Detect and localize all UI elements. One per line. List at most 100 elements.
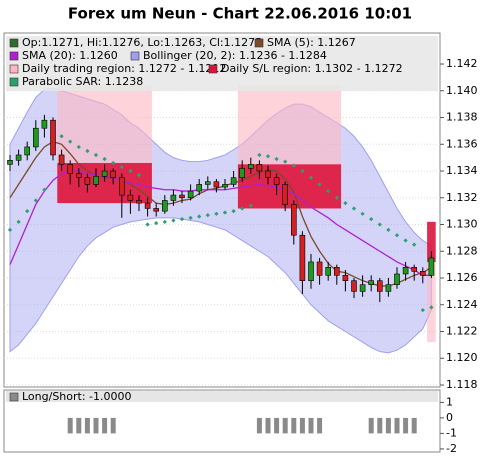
bar (403, 417, 409, 434)
candle-body (342, 275, 349, 281)
candle-body (15, 154, 22, 161)
candle-body (50, 119, 56, 156)
candle-body (273, 177, 280, 185)
candle-body (119, 177, 125, 196)
bar (256, 417, 262, 434)
bar (385, 417, 391, 434)
sar-dot (274, 156, 279, 162)
candle-body (58, 154, 65, 165)
sar-dot (257, 152, 262, 158)
sar-dot (102, 156, 107, 162)
sar-dot (85, 148, 90, 154)
candle-body (316, 261, 323, 276)
candle-body (325, 267, 332, 276)
chart-title: Forex um Neun - Chart 22.06.2016 10:01 (68, 5, 412, 23)
legend-swatch (9, 51, 19, 61)
candle-body (265, 170, 271, 179)
y-tick-label: 1.142 (446, 57, 478, 70)
sar-dot (179, 217, 185, 222)
sar-dot (145, 222, 150, 227)
sar-dot (248, 203, 253, 208)
y-tick-label: -1 (446, 426, 457, 439)
sar-dot (429, 305, 434, 310)
sar-dot (197, 214, 202, 219)
sar-dot (308, 175, 314, 180)
sar-dot (283, 159, 288, 164)
bar (93, 417, 99, 434)
candle-body (351, 280, 357, 292)
candle-body (402, 267, 409, 275)
y-tick-label: -2 (446, 442, 457, 455)
sar-dot (171, 218, 176, 223)
candle-body (170, 194, 177, 201)
sar-dot (16, 219, 21, 224)
candle-body (256, 164, 263, 172)
candle-body (376, 280, 383, 292)
sar-dot (412, 242, 417, 247)
bar (317, 417, 323, 434)
bar (282, 417, 288, 434)
legend-label: Parabolic SAR: 1.1238 (22, 75, 143, 88)
sar-dot (93, 152, 99, 158)
candle-body (359, 284, 366, 292)
sar-dot (394, 233, 400, 238)
candle-body (385, 284, 392, 292)
bar (394, 417, 400, 434)
sar-dot (128, 168, 133, 174)
candle-body (179, 194, 185, 199)
y-tick-label: 1.128 (446, 244, 478, 257)
sar-dot (162, 219, 167, 224)
sar-dot (240, 206, 245, 211)
sar-dot (7, 227, 13, 232)
bar (299, 417, 305, 434)
bar (265, 417, 271, 434)
sar-dot (334, 195, 339, 200)
sar-dot (403, 238, 408, 243)
candle-body (76, 173, 82, 179)
bar (110, 417, 116, 434)
sar-dot (222, 210, 228, 215)
legend-label: Daily S/L region: 1.1302 - 1.1272 (221, 62, 403, 75)
sar-dot (300, 168, 305, 174)
candle-body (333, 267, 340, 276)
legend-swatch (9, 64, 19, 74)
region (427, 221, 436, 262)
sar-dot (33, 198, 38, 203)
sar-dot (386, 227, 391, 232)
candle-body (428, 257, 435, 276)
legend-label: Op:1.1271, Hi:1.1276, Lo:1.1263, Cl:1.12… (22, 36, 262, 49)
bar (274, 417, 280, 434)
sar-dot (188, 215, 193, 220)
candle-body (282, 184, 289, 205)
sar-dot (343, 200, 348, 206)
candle-body (411, 267, 418, 272)
candle-body (127, 194, 134, 201)
candle-body (32, 127, 39, 148)
candle-body (299, 234, 306, 281)
candle-body (162, 200, 168, 212)
y-tick-label: 1.122 (446, 324, 478, 337)
sar-dot (136, 172, 142, 178)
sar-dot (351, 206, 357, 211)
y-tick-label: 1.136 (446, 137, 478, 150)
y-tick-label: 1.120 (446, 351, 478, 364)
bar (84, 417, 90, 434)
legend-label: Bollinger (20, 2): 1.1236 - 1.1284 (143, 49, 327, 62)
sar-dot (154, 221, 159, 226)
legend-box (6, 36, 438, 91)
y-tick-label: 1.138 (446, 111, 478, 124)
candle-body (230, 177, 237, 185)
candle-body (41, 119, 48, 129)
sar-dot (231, 209, 236, 214)
candle-body (187, 190, 194, 199)
legend-swatch (130, 51, 140, 61)
bar (308, 417, 314, 434)
bar (411, 417, 417, 434)
bar (291, 417, 297, 434)
candle-body (205, 181, 211, 185)
sar-dot (317, 182, 322, 187)
candle-body (7, 160, 13, 165)
sar-dot (76, 144, 81, 150)
sar-dot (291, 163, 296, 168)
candle-body (136, 200, 142, 204)
